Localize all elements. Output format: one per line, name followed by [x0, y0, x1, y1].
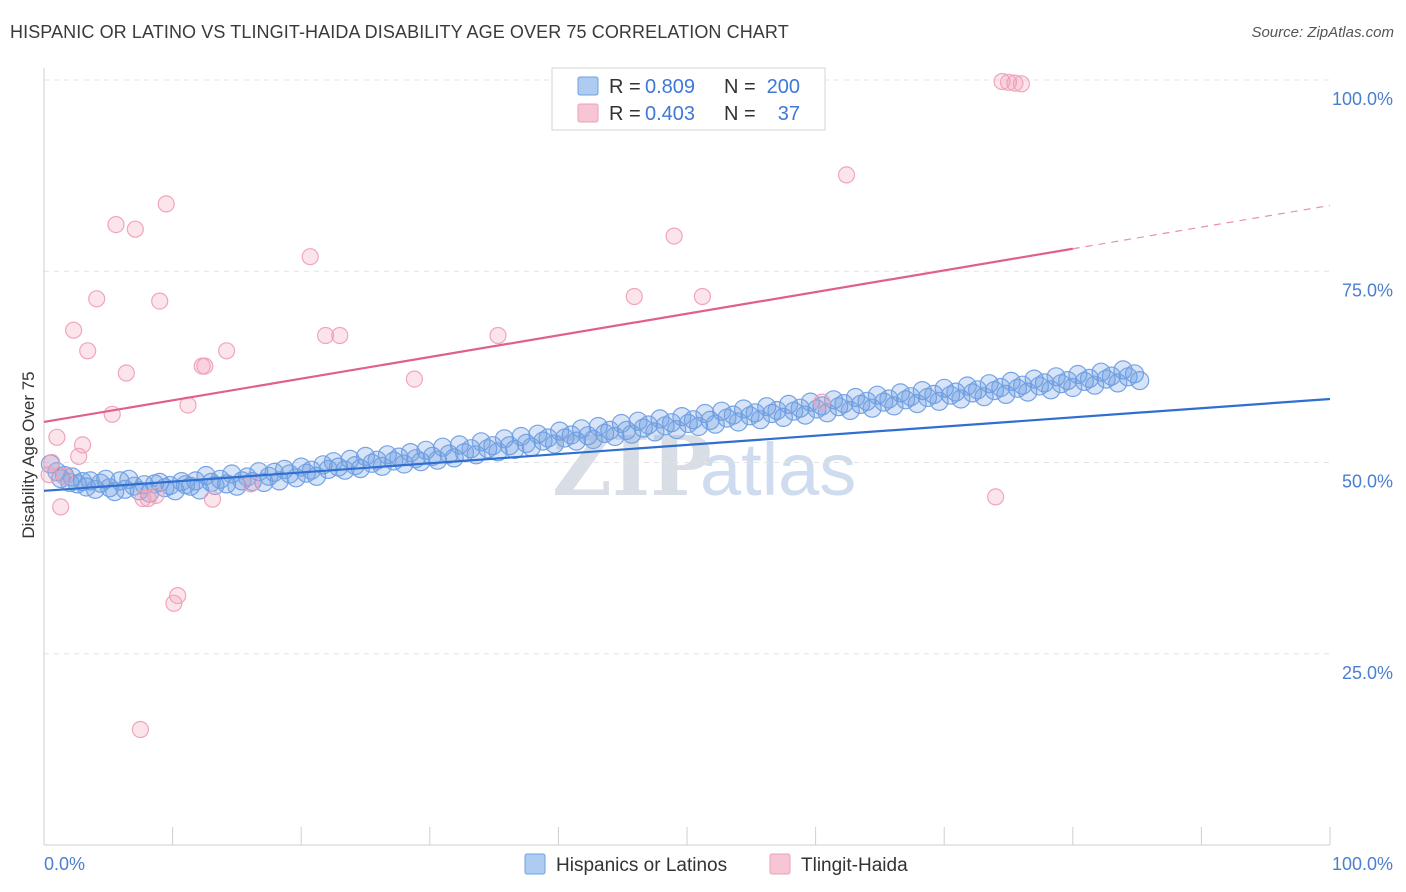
data-point [625, 287, 643, 306]
y-tick-label: 75.0% [1342, 280, 1393, 300]
data-point [242, 475, 260, 493]
x-ticks: 0.0% 100.0% [43, 827, 1393, 874]
data-point [1029, 376, 1050, 396]
data-point [561, 425, 581, 445]
data-point [1006, 74, 1024, 92]
y-tick-label: 100.0% [1332, 89, 1393, 109]
data-point [1130, 371, 1150, 391]
data-point [874, 392, 894, 412]
data-point [131, 720, 149, 739]
data-point [405, 370, 423, 388]
data-point [218, 342, 236, 360]
data-point [157, 195, 175, 213]
data-point [740, 406, 760, 426]
bottom-legend-swatch-tlingit [769, 853, 791, 875]
data-point [85, 479, 106, 499]
data-point [411, 452, 431, 472]
data-point [489, 326, 507, 345]
x-tick-label: 100.0% [1332, 854, 1393, 874]
legend-swatch-hispanic [577, 76, 599, 96]
data-point [55, 467, 74, 485]
data-point [633, 418, 653, 438]
data-point [48, 428, 66, 446]
data-point [665, 227, 683, 245]
data-point [993, 72, 1011, 91]
data-point [1012, 75, 1031, 93]
legend-n-label-tlingit: N = [724, 103, 756, 125]
trend-line-extension [1072, 204, 1331, 250]
series-1 [40, 72, 1031, 739]
data-point [483, 436, 503, 456]
bottom-legend-label-tlingit: Tlingit-Haida [801, 855, 908, 876]
y-tick-label: 25.0% [1342, 663, 1393, 683]
legend-r-label-hispanic: R = [609, 76, 641, 98]
legend-r-value-hispanic: 0.809 [645, 76, 695, 98]
data-point [169, 586, 187, 605]
trend-line [43, 247, 1073, 424]
data-point [367, 450, 387, 470]
legend-r-value-tlingit: 0.403 [645, 103, 695, 125]
data-point [301, 248, 319, 266]
chart-source: Source: ZipAtlas.com [1251, 24, 1394, 41]
series-points [40, 72, 1150, 739]
data-point [999, 73, 1018, 91]
y-axis-label: Disability Age Over 75 [19, 371, 38, 538]
data-point [126, 220, 144, 238]
data-point [147, 486, 165, 504]
data-point [269, 471, 289, 491]
legend-n-value-tlingit: 37 [778, 103, 800, 125]
data-point [940, 385, 961, 405]
data-point [461, 439, 481, 459]
data-point [79, 342, 97, 360]
data-point [107, 216, 125, 234]
data-point [134, 489, 152, 508]
data-point [203, 490, 222, 508]
data-point [1007, 378, 1028, 398]
data-point [331, 326, 349, 345]
bottom-legend-label-hispanic: Hispanics or Latinos [556, 855, 727, 876]
bottom-legend: Hispanics or Latinos Tlingit-Haida [524, 853, 908, 876]
legend-box: R = 0.809 N = 200 R = 0.403 N = 37 [551, 67, 826, 131]
data-point [151, 292, 169, 310]
legend-n-label-hispanic: N = [724, 76, 756, 98]
data-point [533, 431, 553, 451]
data-point [837, 166, 856, 184]
data-point [693, 287, 712, 306]
data-point [117, 364, 135, 382]
y-tick-labels: 25.0% 50.0% 75.0% 100.0% [1332, 89, 1393, 683]
series-0 [40, 360, 1150, 503]
bottom-legend-swatch-hispanic [524, 853, 546, 875]
data-point [566, 431, 587, 451]
data-point [600, 420, 620, 440]
data-point [829, 397, 849, 417]
data-point [64, 321, 83, 339]
data-point [43, 453, 61, 472]
legend-n-value-hispanic: 200 [767, 76, 800, 98]
data-point [986, 488, 1005, 506]
data-point [895, 390, 916, 410]
chart-title: HISPANIC OR LATINO VS TLINGIT-HAIDA DISA… [10, 22, 789, 42]
trend-lines [43, 204, 1331, 492]
x-tick-label: 0.0% [44, 854, 85, 874]
y-tick-label: 50.0% [1342, 472, 1393, 492]
data-point [962, 383, 983, 403]
data-point [254, 472, 274, 492]
watermark-atlas: atlas [700, 428, 856, 511]
data-point [52, 498, 70, 516]
data-point [813, 393, 831, 411]
data-point [196, 357, 214, 375]
legend-swatch-tlingit [577, 103, 599, 123]
data-point [73, 436, 92, 454]
trend-line [43, 397, 1331, 492]
data-point [317, 326, 335, 345]
data-point [1096, 369, 1116, 389]
data-point [1074, 371, 1095, 391]
legend-r-label-tlingit: R = [609, 103, 641, 125]
data-point [88, 290, 106, 308]
data-point [762, 403, 782, 424]
